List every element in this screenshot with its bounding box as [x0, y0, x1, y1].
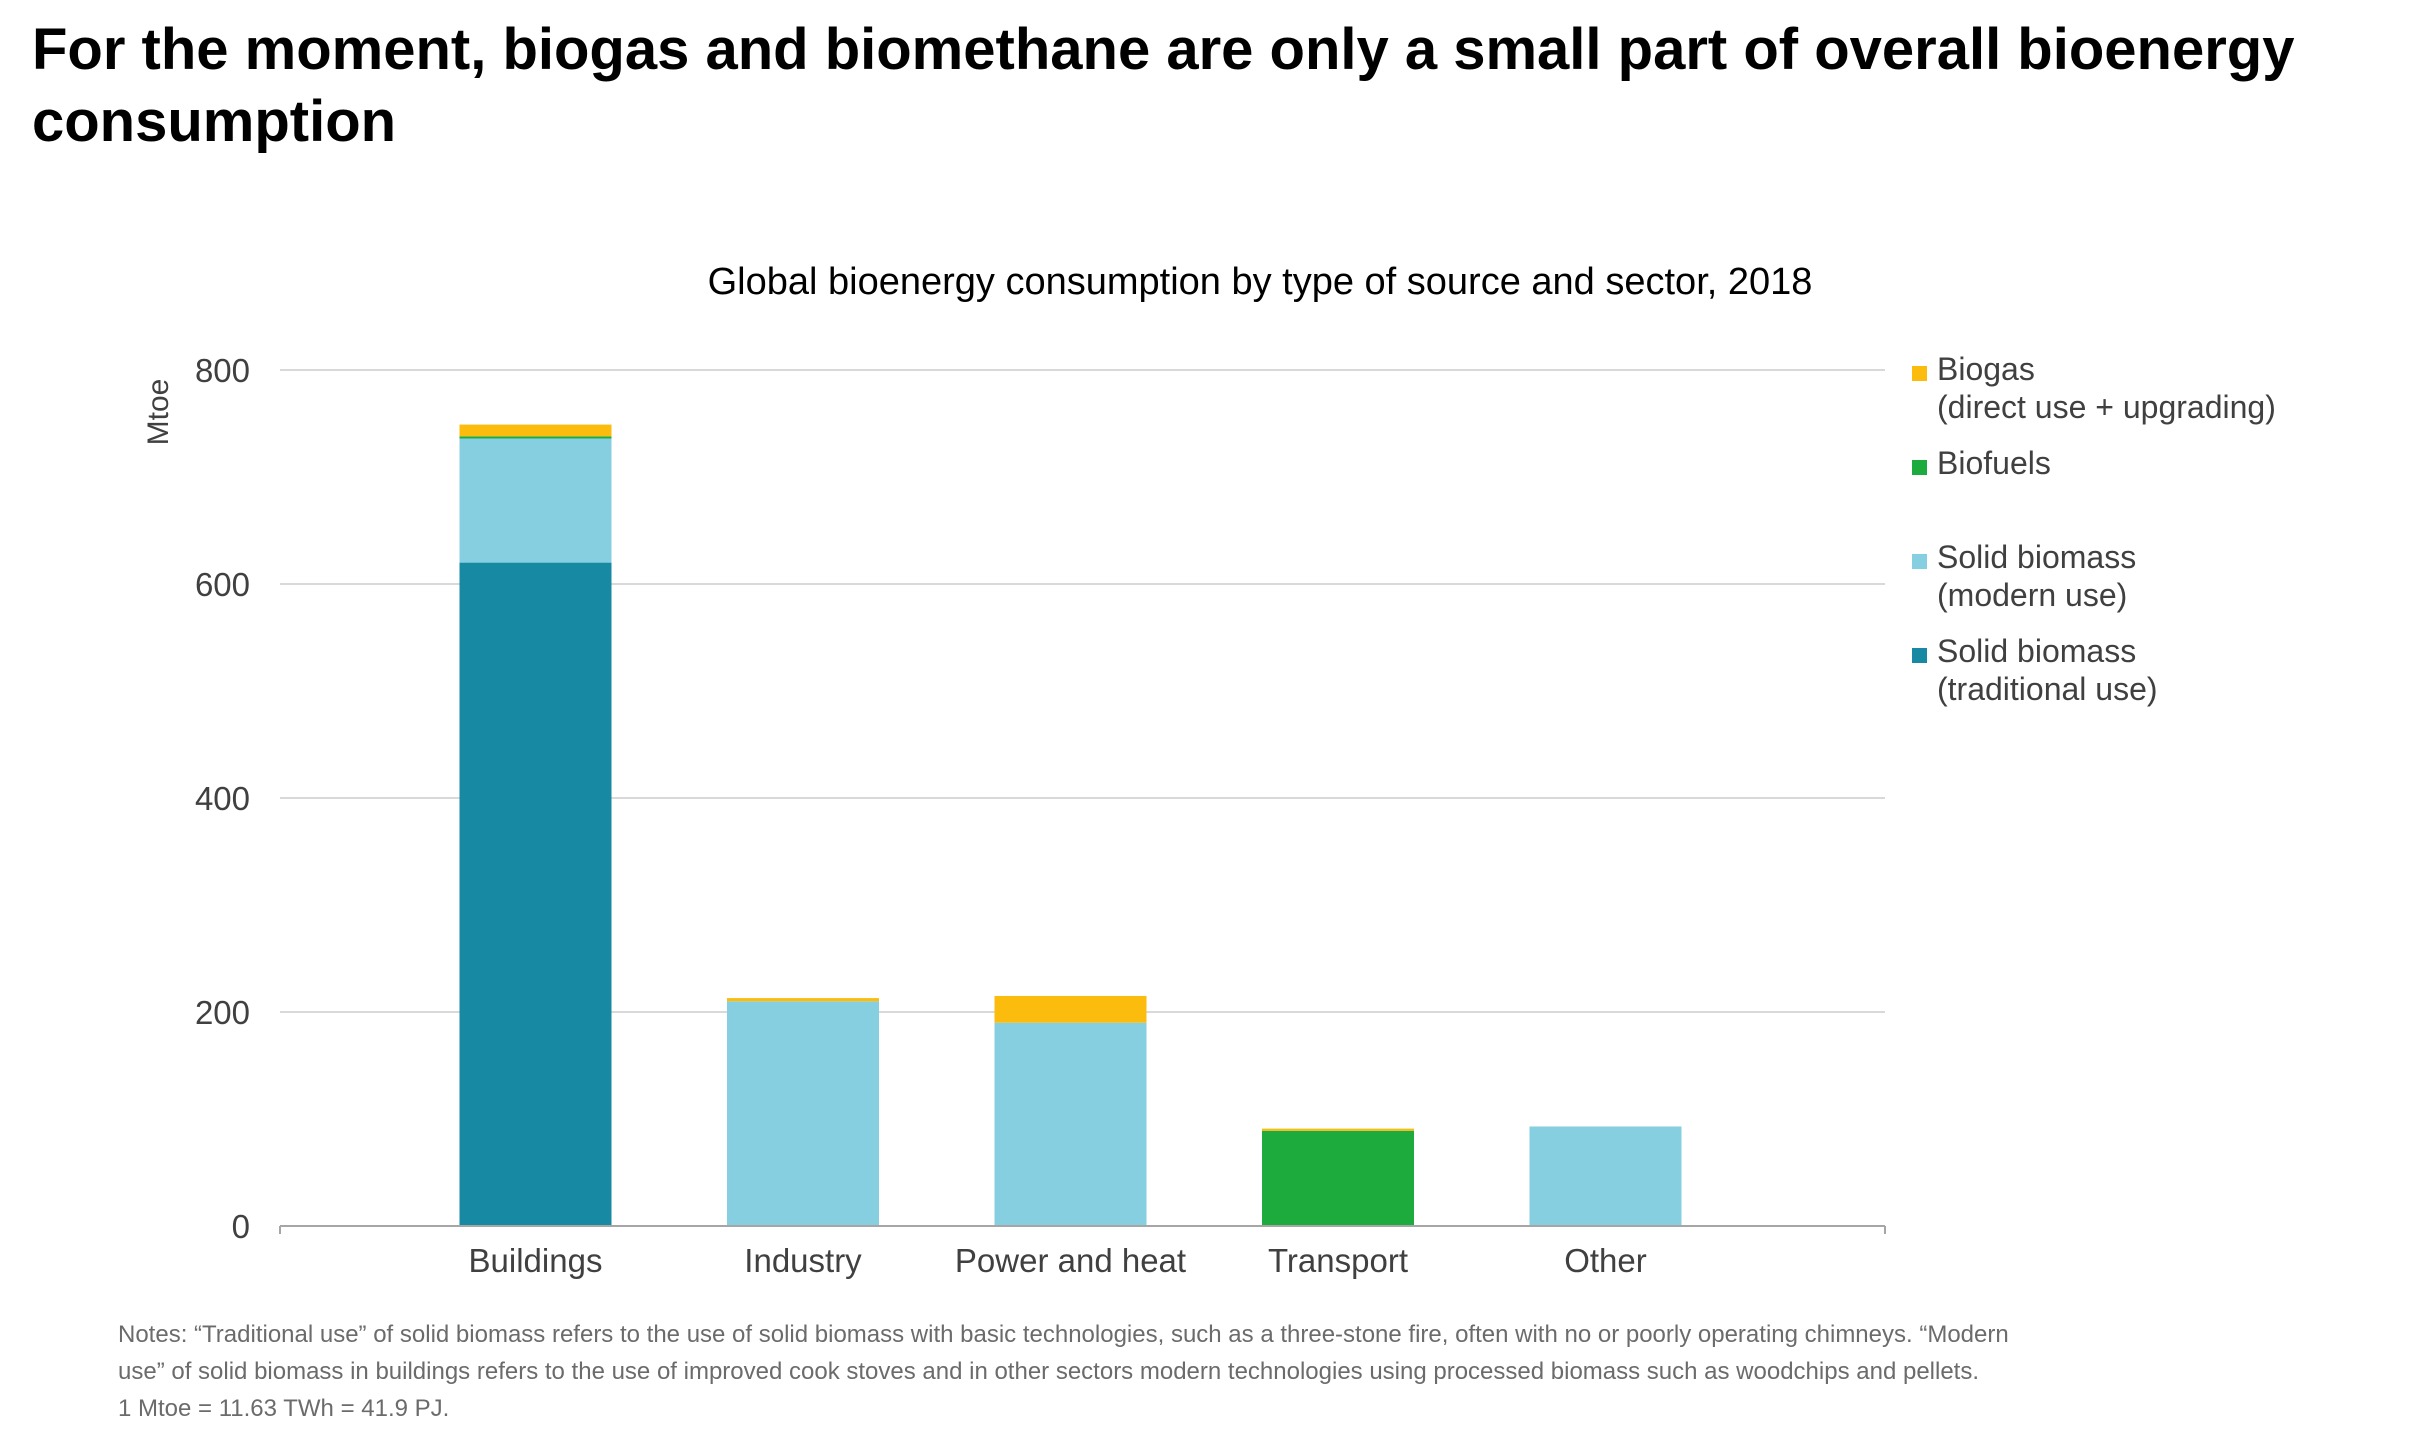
bar-segment	[459, 436, 612, 439]
legend-label: (direct use + upgrading)	[1937, 389, 2276, 425]
y-tick-label: 400	[195, 780, 250, 817]
bar-segment	[727, 1001, 879, 1226]
legend-label: Biogas	[1937, 351, 2035, 387]
chart-notes: Notes: “Traditional use” of solid biomas…	[118, 1316, 2268, 1427]
legend-label: Biofuels	[1937, 445, 2051, 481]
legend-swatch	[1912, 648, 1927, 663]
x-tick-label: Buildings	[469, 1242, 603, 1279]
y-tick-label: 800	[195, 352, 250, 389]
x-tick-label: Transport	[1268, 1242, 1408, 1279]
y-tick-label: 200	[195, 994, 250, 1031]
legend-label: (modern use)	[1937, 577, 2127, 613]
legend-label: Solid biomass	[1937, 633, 2136, 669]
x-tick-label: Industry	[744, 1242, 862, 1279]
y-tick-label: 600	[195, 566, 250, 603]
legend-swatch	[1912, 460, 1927, 475]
notes-line: 1 Mtoe = 11.63 TWh = 41.9 PJ.	[118, 1395, 450, 1422]
legend: Biogas(direct use + upgrading) Biofuels So…	[1912, 351, 2276, 707]
bar-segment	[1529, 1126, 1682, 1226]
notes-line: use” of solid biomass in buildings refer…	[118, 1358, 1980, 1385]
bars	[459, 424, 1682, 1226]
bar-segment	[727, 998, 879, 1002]
bar-segment	[459, 424, 612, 437]
bar-segment	[994, 1022, 1147, 1226]
bar-segment	[459, 562, 612, 1226]
bar-segment	[459, 438, 612, 563]
page-headline: For the moment, biogas and biomethane ar…	[32, 17, 2295, 154]
legend-label: (traditional use)	[1937, 671, 2158, 707]
chart-title: Global bioenergy consumption by type of …	[708, 261, 1813, 303]
legend-swatch	[1912, 366, 1927, 381]
x-tick-label: Other	[1564, 1242, 1647, 1279]
y-tick-label: 0	[232, 1208, 250, 1245]
axes: 0 200 400 600 800 Buildings Industry Power and …	[195, 352, 1886, 1279]
legend-swatch	[1912, 554, 1927, 569]
bar-segment	[1262, 1130, 1414, 1226]
bar-segment	[1262, 1128, 1414, 1131]
y-axis-title: Mtoe	[142, 379, 175, 446]
legend-label: Solid biomass	[1937, 539, 2136, 575]
notes-line: Notes: “Traditional use” of solid biomas…	[118, 1321, 2009, 1348]
x-tick-label: Power and heat	[955, 1242, 1186, 1279]
bar-segment	[994, 995, 1147, 1023]
